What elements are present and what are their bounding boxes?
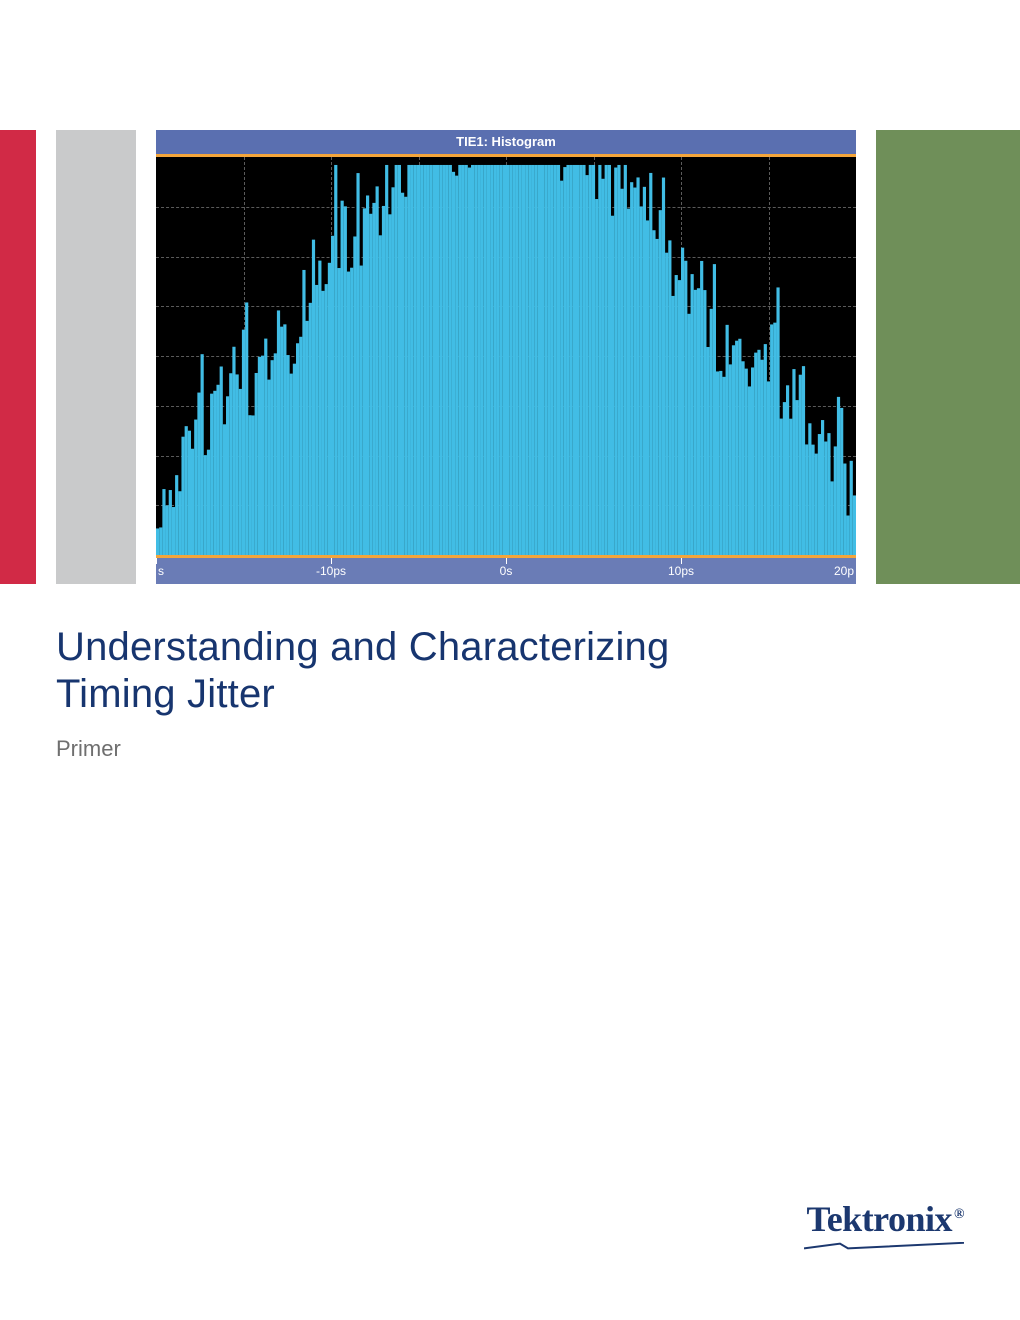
chart-title: TIE1: Histogram [156, 130, 856, 154]
logo-text: Tektronix® [806, 1198, 964, 1240]
title-line1: Understanding and Characterizing [56, 625, 669, 669]
axis-label: s [158, 564, 164, 578]
brand-logo: Tektronix® [804, 1198, 964, 1250]
stripe-gap [136, 130, 156, 584]
axis-label: 0s [500, 564, 513, 578]
chart-plot-area [156, 157, 856, 555]
doc-subtitle: Primer [56, 736, 964, 762]
axis-label: 20p [834, 564, 854, 578]
stripe-gap [36, 130, 56, 584]
histogram-bars [156, 157, 856, 555]
title-line2: Timing Jitter [56, 672, 275, 716]
logo-swoosh-icon [804, 1242, 964, 1250]
stripe-red [0, 130, 36, 584]
axis-tick [156, 558, 157, 564]
stripe-gray [56, 130, 136, 584]
hero-band: TIE1: Histogram s -10ps 0s 10ps 20p [0, 130, 1020, 584]
chart-x-axis: s -10ps 0s 10ps 20p [156, 558, 856, 584]
logo-word: Tektronix [806, 1199, 952, 1239]
axis-label: -10ps [316, 564, 346, 578]
chart-wrap: TIE1: Histogram s -10ps 0s 10ps 20p [156, 130, 856, 584]
title-block: Understanding and Characterizing Timing … [56, 624, 964, 762]
doc-title: Understanding and Characterizing Timing … [56, 624, 964, 718]
axis-label: 10ps [668, 564, 694, 578]
axis-tick [856, 558, 857, 564]
registered-icon: ® [954, 1207, 964, 1222]
histogram-panel: TIE1: Histogram s -10ps 0s 10ps 20p [156, 130, 856, 584]
stripe-green [876, 130, 1020, 584]
stripe-gap [856, 130, 876, 584]
